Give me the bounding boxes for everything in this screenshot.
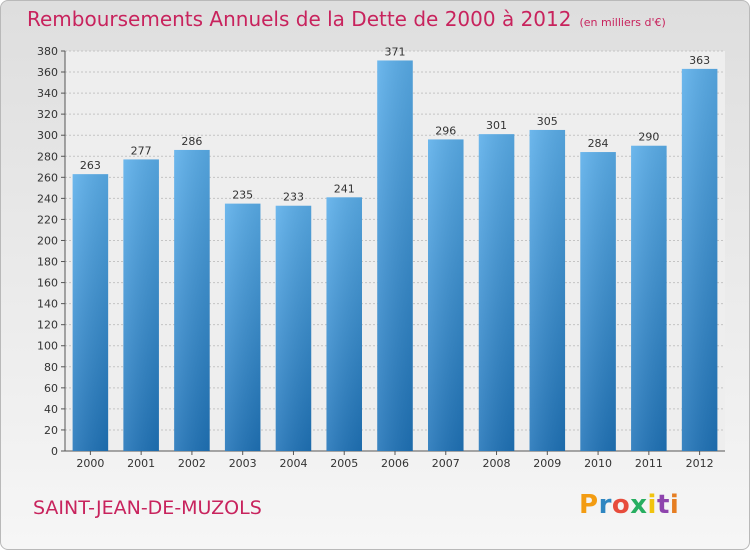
data-label: 305 bbox=[537, 115, 558, 128]
data-label: 301 bbox=[486, 119, 507, 132]
y-tick-label: 180 bbox=[37, 256, 58, 269]
data-label: 277 bbox=[131, 144, 152, 157]
brand-letter: o bbox=[611, 490, 631, 520]
y-tick-label: 40 bbox=[44, 403, 58, 416]
x-tick-label: 2005 bbox=[330, 457, 358, 470]
x-tick-label: 2004 bbox=[279, 457, 307, 470]
bar-shade bbox=[224, 203, 261, 451]
x-tick-label: 2000 bbox=[76, 457, 104, 470]
y-tick-label: 220 bbox=[37, 213, 58, 226]
bar-shade bbox=[478, 134, 515, 451]
y-tick-label: 140 bbox=[37, 298, 58, 311]
chart-title: Remboursements Annuels de la Dette de 20… bbox=[27, 7, 572, 31]
bar-shade bbox=[529, 129, 566, 451]
y-tick-label: 20 bbox=[44, 424, 58, 437]
data-label: 233 bbox=[283, 191, 304, 204]
x-tick-label: 2011 bbox=[635, 457, 663, 470]
x-tick-label: 2010 bbox=[584, 457, 612, 470]
bar-shade bbox=[275, 205, 312, 451]
y-tick-label: 320 bbox=[37, 108, 58, 121]
x-tick-label: 2006 bbox=[381, 457, 409, 470]
y-tick-label: 340 bbox=[37, 87, 58, 100]
y-tick-label: 60 bbox=[44, 382, 58, 395]
bar-shade bbox=[377, 60, 413, 451]
brand-letter: x bbox=[630, 490, 648, 520]
y-tick-label: 360 bbox=[37, 66, 58, 79]
brand-letter: i bbox=[647, 490, 657, 520]
x-tick-label: 2012 bbox=[686, 457, 714, 470]
y-tick-label: 120 bbox=[37, 319, 58, 332]
data-label: 363 bbox=[689, 54, 710, 67]
y-tick-label: 200 bbox=[37, 234, 58, 247]
data-label: 263 bbox=[80, 159, 101, 172]
bar-shade bbox=[72, 174, 109, 451]
brand-letter: i bbox=[669, 490, 680, 520]
chart-header: Remboursements Annuels de la Dette de 20… bbox=[27, 7, 666, 31]
y-tick-label: 80 bbox=[44, 361, 58, 374]
bar-shade bbox=[428, 139, 464, 451]
y-tick-label: 160 bbox=[37, 277, 58, 290]
x-tick-label: 2001 bbox=[127, 457, 155, 470]
bar-shade bbox=[631, 145, 667, 451]
brand-logo: Proxiti bbox=[579, 490, 679, 520]
bar-shade bbox=[681, 68, 718, 451]
x-tick-label: 2003 bbox=[229, 457, 257, 470]
x-tick-label: 2009 bbox=[533, 457, 561, 470]
bar-shade bbox=[326, 197, 362, 451]
chart-subtitle: (en milliers d'€) bbox=[579, 16, 666, 29]
x-tick-label: 2008 bbox=[483, 457, 511, 470]
brand-letter: r bbox=[598, 490, 612, 520]
y-tick-label: 380 bbox=[37, 45, 58, 58]
y-tick-label: 240 bbox=[37, 192, 58, 205]
commune-name: SAINT-JEAN-DE-MUZOLS bbox=[33, 497, 262, 519]
data-label: 241 bbox=[334, 182, 355, 195]
y-tick-label: 280 bbox=[37, 150, 58, 163]
y-tick-label: 100 bbox=[37, 340, 58, 353]
data-label: 286 bbox=[181, 135, 202, 148]
y-tick-label: 300 bbox=[37, 129, 58, 142]
bar-shade bbox=[174, 149, 210, 451]
y-tick-label: 0 bbox=[51, 445, 58, 458]
brand-letter: P bbox=[579, 490, 599, 520]
x-tick-label: 2002 bbox=[178, 457, 206, 470]
data-label: 371 bbox=[385, 45, 406, 58]
y-tick-label: 260 bbox=[37, 171, 58, 184]
brand-letter: t bbox=[656, 490, 670, 520]
x-tick-label: 2007 bbox=[432, 457, 460, 470]
bar-shade bbox=[580, 152, 616, 452]
bar-shade bbox=[123, 159, 159, 451]
data-label: 290 bbox=[638, 131, 659, 144]
data-label: 296 bbox=[435, 124, 456, 137]
data-label: 284 bbox=[588, 137, 609, 150]
data-label: 235 bbox=[232, 189, 253, 202]
